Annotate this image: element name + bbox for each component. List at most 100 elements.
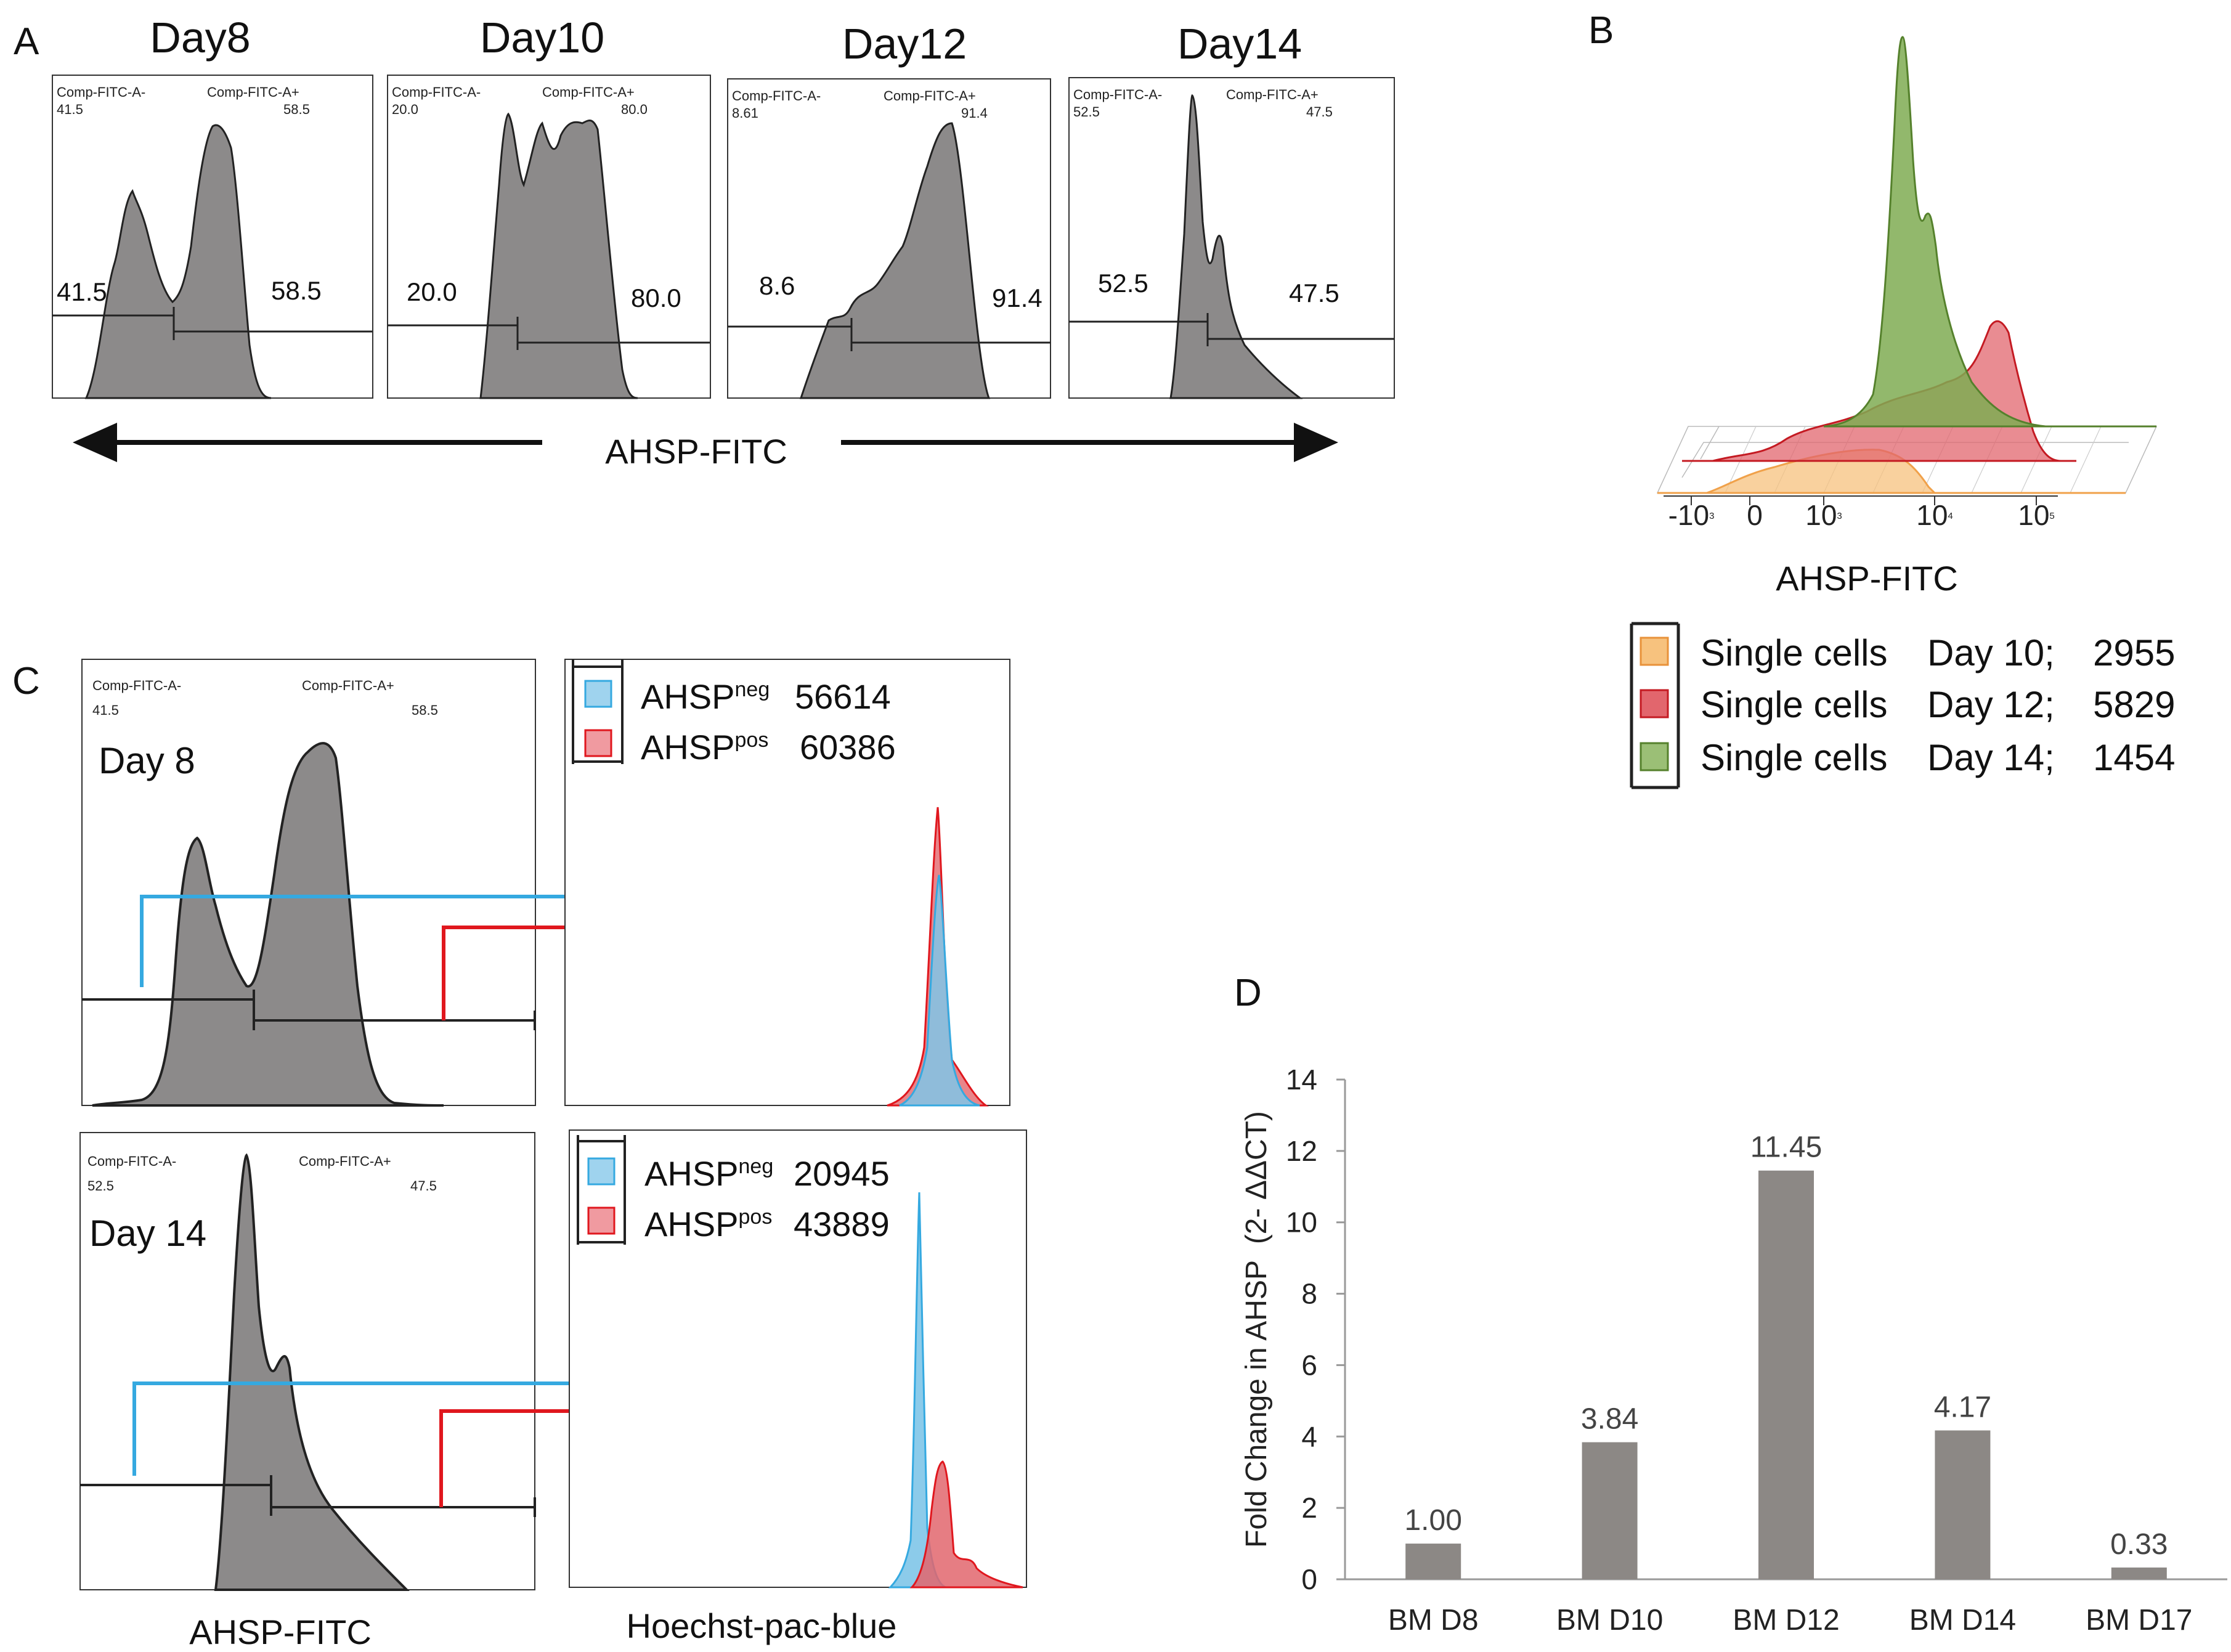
y-tick-label: 14 bbox=[1286, 1064, 1317, 1096]
legend-neg: AHSPneg bbox=[641, 677, 770, 716]
svg-text:Single cells: Single cells bbox=[1701, 737, 1888, 778]
y-tick-label: 2 bbox=[1301, 1492, 1317, 1524]
y-tick-label: 8 bbox=[1301, 1278, 1317, 1310]
pos-gate-name: Comp-FITC-A+ bbox=[1226, 87, 1319, 102]
neg-gate-pct: 41.5 bbox=[57, 277, 107, 306]
svg-text:60386: 60386 bbox=[800, 728, 896, 767]
legend-swatch bbox=[1640, 637, 1669, 666]
bar bbox=[1405, 1544, 1461, 1579]
bar bbox=[1758, 1170, 1814, 1579]
legend-swatch bbox=[1640, 689, 1669, 718]
panel-c-xlabel-right: Hoechst-pac-blue bbox=[627, 1606, 897, 1645]
svg-text:Comp-FITC-A-: Comp-FITC-A- bbox=[87, 1154, 176, 1169]
y-axis-label: Fold Change in AHSP (2- ΔΔCT) bbox=[1240, 1111, 1273, 1548]
panel-a-histogram-day14: Day14 Comp-FITC-A- 52.5 Comp-FITC-A+ 47.… bbox=[1068, 20, 1395, 399]
legend-item-day12: Single cells Day 12; 5829 bbox=[1640, 684, 2175, 725]
data-label: 0.33 bbox=[2110, 1528, 2168, 1561]
legend-swatch-pos bbox=[587, 1206, 616, 1235]
legend-pos: AHSPpos bbox=[644, 1205, 772, 1243]
panel-c-day14-histogram: Comp-FITC-A- 52.5 Comp-FITC-A+ 47.5 Day … bbox=[79, 1132, 896, 1591]
neg-gate-pct: 20.0 bbox=[407, 277, 457, 306]
svg-text:47.5: 47.5 bbox=[410, 1178, 437, 1194]
svg-text:Comp-FITC-A+: Comp-FITC-A+ bbox=[299, 1154, 391, 1169]
data-label: 11.45 bbox=[1750, 1131, 1823, 1164]
svg-text:Single cells: Single cells bbox=[1701, 632, 1888, 673]
tick-label: 0 bbox=[1747, 499, 1763, 531]
neg-gate-small: 52.5 bbox=[1073, 104, 1100, 120]
panel-a-ahsp-arrow: AHSP-FITC bbox=[73, 423, 1338, 471]
pos-gate-small: 58.5 bbox=[283, 102, 310, 117]
legend-swatch-neg bbox=[584, 680, 612, 708]
pos-gate-pct: 80.0 bbox=[631, 283, 681, 312]
panel-c-day14-hoechst: AHSPneg 20945 AHSPpos 43889 bbox=[569, 1129, 1027, 1589]
pos-gate-pct: 91.4 bbox=[992, 283, 1042, 312]
pos-gate-name: Comp-FITC-A+ bbox=[884, 88, 976, 104]
day-label: Day12 bbox=[842, 20, 967, 68]
neg-gate-small: 8.61 bbox=[732, 105, 758, 121]
panel-b-label: B bbox=[1588, 9, 1614, 52]
svg-text:58.5: 58.5 bbox=[412, 702, 438, 718]
bar bbox=[2111, 1567, 2167, 1579]
neg-gate-name: Comp-FITC-A- bbox=[392, 84, 481, 100]
panel-c-day8-hoechst: AHSPneg 56614 AHSPpos 60386 bbox=[564, 659, 1010, 1107]
panel-d-bar-chart: 0 2 4 6 8 10 12 14 1.00 BM D8 3.84 BM D10 11.45 BM D1… bbox=[1240, 1064, 2227, 1637]
panel-c-xlabel-left: AHSP-FITC bbox=[189, 1613, 372, 1651]
day-label: Day 14 bbox=[89, 1213, 206, 1254]
svg-text:Day 12;: Day 12; bbox=[1927, 684, 2055, 725]
panel-b-xlabel: AHSP-FITC bbox=[1776, 559, 1958, 598]
legend-neg: AHSPneg bbox=[644, 1154, 773, 1193]
tick-label: 104 bbox=[1916, 499, 1953, 531]
pos-gate-name: Comp-FITC-A+ bbox=[542, 84, 635, 100]
svg-text:5829: 5829 bbox=[2093, 684, 2175, 725]
neg-gate-name: Comp-FITC-A- bbox=[57, 84, 145, 100]
neg-gate-name: Comp-FITC-A- bbox=[1073, 87, 1162, 102]
day-label: Day10 bbox=[480, 14, 604, 62]
svg-text:20945: 20945 bbox=[794, 1154, 890, 1193]
day-label: Day8 bbox=[150, 14, 250, 62]
panel-c-day8-histogram: Comp-FITC-A- 41.5 Comp-FITC-A+ 58.5 Day … bbox=[81, 659, 887, 1107]
svg-text:Day 10;: Day 10; bbox=[1927, 632, 2055, 673]
category-label: BM D12 bbox=[1733, 1604, 1839, 1637]
pos-gate-name: Comp-FITC-A+ bbox=[207, 84, 299, 100]
tick-label: -103 bbox=[1668, 499, 1715, 531]
neg-gate-small: 20.0 bbox=[392, 102, 418, 117]
legend-item-day14: Single cells Day 14; 1454 bbox=[1640, 737, 2175, 778]
panel-a-histogram-day8: Day8 Comp-FITC-A- 41.5 Comp-FITC-A+ 58.5… bbox=[52, 14, 373, 399]
legend-swatch-neg bbox=[587, 1157, 616, 1186]
svg-text:Day 14;: Day 14; bbox=[1927, 737, 2055, 778]
svg-text:Comp-FITC-A+: Comp-FITC-A+ bbox=[302, 678, 394, 693]
svg-text:Comp-FITC-A-: Comp-FITC-A- bbox=[92, 678, 181, 693]
pos-gate-pct: 47.5 bbox=[1289, 279, 1339, 307]
pos-gate-small: 80.0 bbox=[621, 102, 648, 117]
day-label: Day14 bbox=[1177, 20, 1302, 68]
data-label: 1.00 bbox=[1404, 1504, 1461, 1537]
svg-text:43889: 43889 bbox=[794, 1205, 890, 1243]
neg-gate-pct: 8.6 bbox=[759, 271, 795, 300]
legend-swatch bbox=[1640, 742, 1669, 771]
panel-a-label: A bbox=[14, 20, 39, 63]
day-label: Day 8 bbox=[99, 740, 195, 781]
svg-text:2955: 2955 bbox=[2093, 632, 2175, 673]
svg-text:41.5: 41.5 bbox=[92, 702, 119, 718]
tick-label: 105 bbox=[2018, 499, 2055, 531]
category-label: BM D14 bbox=[1909, 1604, 2016, 1637]
bar bbox=[1935, 1430, 1991, 1579]
tick-label: 103 bbox=[1805, 499, 1842, 531]
legend-item-day10: Single cells Day 10; 2955 bbox=[1640, 632, 2175, 673]
y-tick-label: 12 bbox=[1286, 1135, 1317, 1167]
data-label: 4.17 bbox=[1934, 1391, 1991, 1423]
legend-swatch-pos bbox=[584, 729, 612, 757]
y-tick-label: 6 bbox=[1301, 1349, 1317, 1381]
category-label: BM D17 bbox=[2086, 1604, 2192, 1637]
svg-text:Single cells: Single cells bbox=[1701, 684, 1888, 725]
svg-text:56614: 56614 bbox=[795, 677, 891, 716]
neg-gate-name: Comp-FITC-A- bbox=[732, 88, 821, 104]
bar bbox=[1582, 1442, 1638, 1579]
pos-gate-small: 47.5 bbox=[1306, 104, 1333, 120]
pos-gate-small: 91.4 bbox=[961, 105, 988, 121]
svg-text:52.5: 52.5 bbox=[87, 1178, 114, 1194]
panel-a-histogram-day12: Day12 Comp-FITC-A- 8.61 Comp-FITC-A+ 91.… bbox=[727, 20, 1051, 399]
panel-a-histogram-day10: Day10 Comp-FITC-A- 20.0 Comp-FITC-A+ 80.… bbox=[387, 14, 711, 399]
category-label: BM D8 bbox=[1388, 1604, 1479, 1637]
